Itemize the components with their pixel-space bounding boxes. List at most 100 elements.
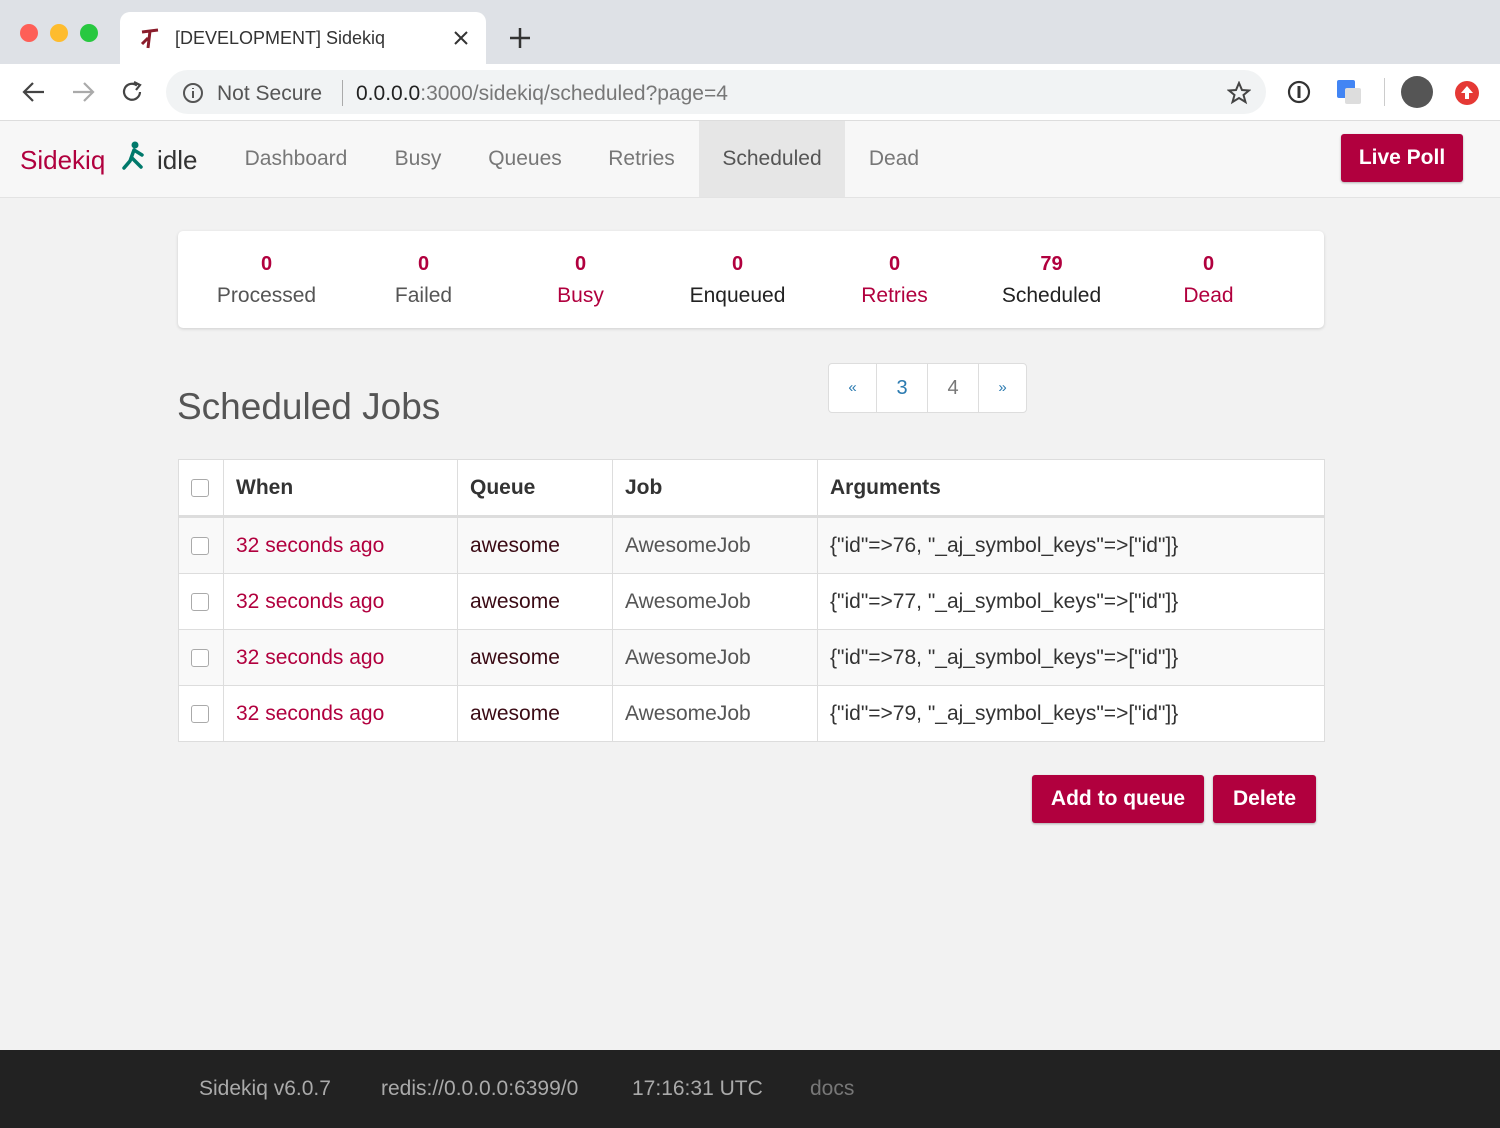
page-link[interactable]: » — [998, 379, 1007, 396]
delete-button[interactable]: Delete — [1213, 775, 1316, 823]
security-label: Not Secure — [217, 82, 323, 105]
brand-logo — [122, 141, 144, 170]
cell: AwesomeJob — [612, 685, 818, 742]
stat[interactable]: 0 Processed — [188, 231, 345, 308]
stat-value: 0 — [574, 253, 587, 275]
cell: {"id"=>76, "_aj_symbol_keys"=>["id"]} — [817, 516, 1325, 574]
stat[interactable]: 0 Busy — [502, 231, 659, 308]
nav-link[interactable]: Queues — [488, 147, 562, 170]
back-button[interactable] — [22, 81, 46, 103]
stat-label: Failed — [394, 284, 453, 307]
nav-link[interactable]: Dead — [868, 147, 920, 170]
tab-close[interactable] — [453, 30, 469, 46]
update-icon[interactable] — [1454, 80, 1480, 106]
column-header: Arguments — [817, 459, 1325, 518]
browser-tab[interactable]: [DEVELOPMENT] Sidekiq — [120, 12, 486, 64]
stat[interactable]: 79 Scheduled — [973, 231, 1130, 308]
stat-label: Processed — [216, 284, 317, 307]
omnibox[interactable]: Not Secure 0.0.0.0:3000/sidekiq/schedule… — [166, 70, 1266, 114]
cell[interactable]: 32 seconds ago — [223, 573, 458, 630]
stat-label: Enqueued — [689, 284, 786, 307]
checkbox[interactable] — [191, 592, 209, 611]
checkbox[interactable] — [191, 478, 209, 497]
select-cell — [178, 629, 224, 686]
stat-value: 0 — [1202, 253, 1215, 275]
maximize-window[interactable] — [80, 24, 98, 42]
cell: {"id"=>79, "_aj_symbol_keys"=>["id"]} — [817, 685, 1325, 742]
server-time: 17:16:31 UTC — [632, 1077, 763, 1100]
close-window[interactable] — [20, 24, 38, 42]
page-link[interactable]: 4 — [928, 364, 979, 412]
stat-value: 0 — [888, 253, 901, 275]
cell[interactable]: 32 seconds ago — [223, 516, 458, 574]
forward-button[interactable] — [71, 81, 95, 103]
profile-avatar[interactable] — [1401, 76, 1433, 108]
divider — [1384, 78, 1385, 106]
cell: awesome — [457, 573, 613, 630]
address-row: Not Secure 0.0.0.0:3000/sidekiq/schedule… — [0, 64, 1500, 121]
page-link[interactable]: 3 — [877, 364, 928, 412]
checkbox[interactable] — [191, 648, 209, 667]
minimize-window[interactable] — [50, 24, 68, 42]
job-row: 32 seconds ago awesome AwesomeJob {"id"=>77… — [178, 573, 1325, 630]
new-tab[interactable] — [509, 27, 531, 49]
version: Sidekiq v6.0.7 — [199, 1077, 331, 1100]
stat-value: 0 — [731, 253, 744, 275]
status: idle — [157, 145, 198, 175]
select-cell — [178, 685, 224, 742]
stat[interactable]: 0 Retries — [816, 231, 973, 308]
footer: Sidekiq v6.0.7 redis://0.0.0.0:6399/0 17… — [0, 1050, 1500, 1128]
stat-value: 79 — [1040, 253, 1063, 275]
cell: {"id"=>78, "_aj_symbol_keys"=>["id"]} — [817, 629, 1325, 686]
live-poll-button[interactable]: Live Poll — [1341, 134, 1463, 182]
nav-link[interactable]: Retries — [608, 147, 675, 170]
nav-link[interactable]: Scheduled — [699, 121, 845, 197]
stats-bar: 0 Processed 0 Failed 0 Busy 0 Enqueued 0 Retries 7… — [178, 231, 1324, 328]
jobs-table: When Queue Job Arguments 32 seconds ago aweso… — [178, 459, 1325, 742]
checkbox[interactable] — [191, 536, 209, 555]
job-row: 32 seconds ago awesome AwesomeJob {"id"=>78… — [178, 629, 1325, 686]
nav-link[interactable]: Busy — [394, 147, 442, 170]
header-row: When Queue Job Arguments — [178, 459, 1325, 518]
tab-bar: [DEVELOPMENT] Sidekiq — [0, 0, 1500, 64]
stat-value: 0 — [260, 253, 273, 275]
cell: {"id"=>77, "_aj_symbol_keys"=>["id"]} — [817, 573, 1325, 630]
nav-link[interactable]: Dashboard — [244, 147, 348, 170]
stat[interactable]: 0 Failed — [345, 231, 502, 308]
favicon — [140, 28, 159, 49]
cell: awesome — [457, 685, 613, 742]
tab-title: [DEVELOPMENT] Sidekiq — [175, 28, 386, 48]
reload-button[interactable] — [120, 80, 144, 104]
redis-url: redis://0.0.0.0:6399/0 — [381, 1077, 579, 1100]
translate-icon[interactable] — [1335, 78, 1363, 106]
select-cell — [178, 516, 224, 574]
stat-label: Scheduled — [1001, 284, 1102, 307]
bookmark-star[interactable] — [1227, 81, 1251, 105]
stat-value: 0 — [417, 253, 430, 275]
cell[interactable]: 32 seconds ago — [223, 629, 458, 686]
page-link[interactable]: « — [829, 364, 877, 412]
extension-icon[interactable] — [1287, 80, 1311, 104]
brand[interactable]: Sidekiq — [20, 145, 106, 175]
cell: AwesomeJob — [612, 629, 818, 686]
docs-link[interactable]: docs — [810, 1077, 855, 1100]
stat[interactable]: 0 Dead — [1130, 231, 1287, 308]
url-host: 0.0.0.0 — [356, 82, 421, 105]
stat-label: Dead — [1183, 284, 1234, 307]
cell: AwesomeJob — [612, 573, 818, 630]
stat-label: Retries — [861, 284, 928, 307]
navbar: Sidekiq idle Dashboard Busy Queues Retri… — [0, 121, 1500, 198]
checkbox[interactable] — [191, 704, 209, 723]
select-all-cell — [178, 459, 224, 518]
cell: awesome — [457, 516, 613, 574]
page-heading: Scheduled Jobs — [177, 386, 441, 427]
cell[interactable]: 32 seconds ago — [223, 685, 458, 742]
stat[interactable]: 0 Enqueued — [659, 231, 816, 308]
info-icon — [183, 83, 203, 103]
url-path: :3000/sidekiq/scheduled?page=4 — [420, 82, 728, 105]
stat-label: Busy — [557, 284, 604, 307]
job-row: 32 seconds ago awesome AwesomeJob {"id"=>79… — [178, 685, 1325, 742]
add-to-queue-button[interactable]: Add to queue — [1032, 775, 1204, 823]
